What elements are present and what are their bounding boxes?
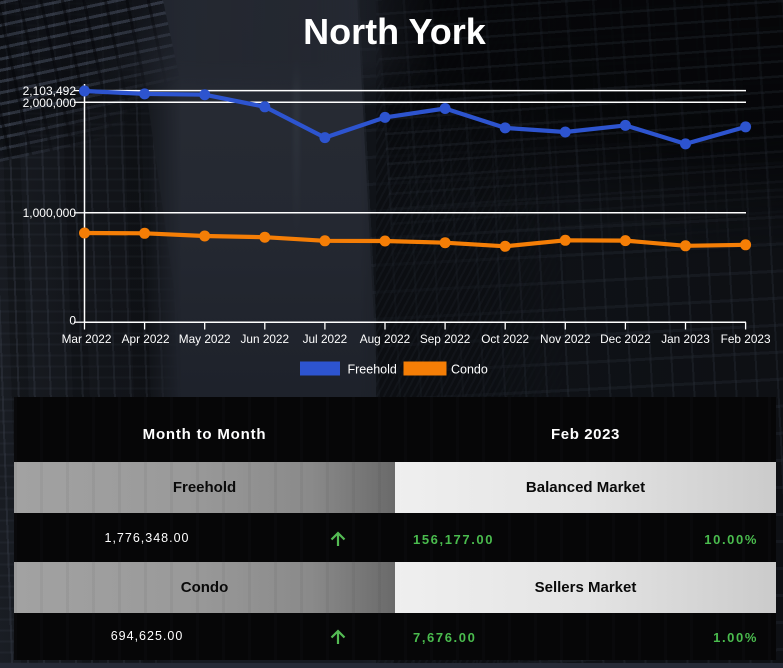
svg-text:Jul 2022: Jul 2022 [303, 332, 348, 346]
svg-text:Dec 2022: Dec 2022 [600, 332, 651, 346]
svg-text:Feb 2023: Feb 2023 [721, 332, 771, 346]
svg-text:Aug 2022: Aug 2022 [360, 332, 411, 346]
svg-text:Apr 2022: Apr 2022 [122, 332, 170, 346]
svg-text:Freehold: Freehold [348, 363, 397, 377]
svg-text:0: 0 [69, 313, 76, 327]
svg-text:2,103,492: 2,103,492 [23, 84, 77, 98]
svg-text:Oct 2022: Oct 2022 [481, 332, 529, 346]
svg-text:2,000,000: 2,000,000 [23, 96, 77, 110]
svg-text:May 2022: May 2022 [179, 332, 231, 346]
svg-text:Sep 2022: Sep 2022 [420, 332, 471, 346]
svg-text:Jun 2022: Jun 2022 [241, 332, 290, 346]
svg-text:Mar 2022: Mar 2022 [62, 332, 112, 346]
svg-text:Nov 2022: Nov 2022 [540, 332, 591, 346]
svg-text:1,000,000: 1,000,000 [23, 206, 77, 220]
svg-text:Jan 2023: Jan 2023 [661, 332, 710, 346]
svg-text:Condo: Condo [451, 363, 488, 377]
